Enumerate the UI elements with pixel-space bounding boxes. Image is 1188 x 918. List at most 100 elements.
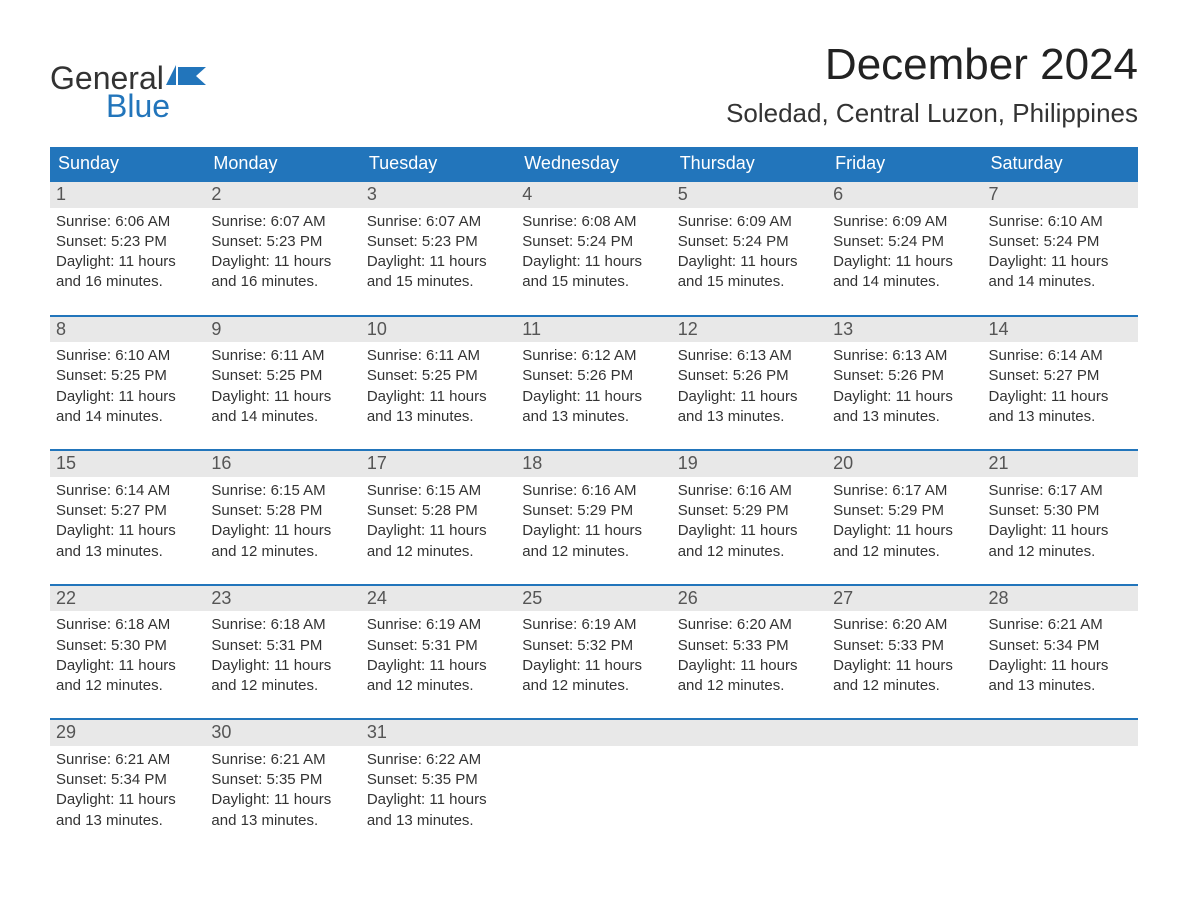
- sunrise-line: Sunrise: 6:12 AM: [522, 346, 665, 366]
- day-number: 16: [205, 451, 360, 477]
- day-number: 3: [361, 182, 516, 208]
- day-body: Sunrise: 6:14 AMSunset: 5:27 PMDaylight:…: [983, 342, 1138, 433]
- month-title: December 2024: [726, 40, 1138, 90]
- sunrise-line: Sunrise: 6:15 AM: [367, 481, 510, 501]
- day-number: [983, 720, 1138, 746]
- calendar-day: 22Sunrise: 6:18 AMSunset: 5:30 PMDayligh…: [50, 586, 205, 703]
- sunset-line: Sunset: 5:26 PM: [522, 366, 665, 386]
- calendar-day: 5Sunrise: 6:09 AMSunset: 5:24 PMDaylight…: [672, 182, 827, 299]
- calendar-week: 15Sunrise: 6:14 AMSunset: 5:27 PMDayligh…: [50, 449, 1138, 568]
- day-number: 24: [361, 586, 516, 612]
- calendar-week: 8Sunrise: 6:10 AMSunset: 5:25 PMDaylight…: [50, 315, 1138, 434]
- daylight-line: Daylight: 11 hours and 15 minutes.: [522, 252, 665, 293]
- sunrise-line: Sunrise: 6:21 AM: [56, 750, 199, 770]
- page-header: General Blue December 2024 Soledad, Cent…: [50, 40, 1138, 129]
- calendar-day: 14Sunrise: 6:14 AMSunset: 5:27 PMDayligh…: [983, 317, 1138, 434]
- day-body: Sunrise: 6:16 AMSunset: 5:29 PMDaylight:…: [672, 477, 827, 568]
- title-block: December 2024 Soledad, Central Luzon, Ph…: [726, 40, 1138, 129]
- calendar-day: 13Sunrise: 6:13 AMSunset: 5:26 PMDayligh…: [827, 317, 982, 434]
- calendar-day: [672, 720, 827, 837]
- calendar-day: 20 Sunrise: 6:17 AMSunset: 5:29 PMDayligh…: [827, 451, 982, 568]
- calendar-day: 28Sunrise: 6:21 AMSunset: 5:34 PMDayligh…: [983, 586, 1138, 703]
- calendar-day: 31Sunrise: 6:22 AMSunset: 5:35 PMDayligh…: [361, 720, 516, 837]
- calendar-day: 6Sunrise: 6:09 AMSunset: 5:24 PMDaylight…: [827, 182, 982, 299]
- daylight-line: Daylight: 11 hours and 13 minutes.: [989, 387, 1132, 428]
- calendar-day: 4 Sunrise: 6:08 AMSunset: 5:24 PMDaylight…: [516, 182, 671, 299]
- dow-wednesday: Wednesday: [516, 147, 671, 180]
- day-number: 20: [827, 451, 982, 477]
- sunrise-line: Sunrise: 6:11 AM: [367, 346, 510, 366]
- calendar-day: 29Sunrise: 6:21 AMSunset: 5:34 PMDayligh…: [50, 720, 205, 837]
- daylight-line: Daylight: 11 hours and 13 minutes.: [833, 387, 976, 428]
- day-number: 28: [983, 586, 1138, 612]
- day-number: 4: [516, 182, 671, 208]
- calendar-week: 22Sunrise: 6:18 AMSunset: 5:30 PMDayligh…: [50, 584, 1138, 703]
- day-number: [516, 720, 671, 746]
- day-number: 13: [827, 317, 982, 343]
- sunset-line: Sunset: 5:23 PM: [367, 232, 510, 252]
- calendar-day: 25Sunrise: 6:19 AMSunset: 5:32 PMDayligh…: [516, 586, 671, 703]
- calendar-day: 10Sunrise: 6:11 AMSunset: 5:25 PMDayligh…: [361, 317, 516, 434]
- day-body: Sunrise: 6:15 AMSunset: 5:28 PMDaylight:…: [205, 477, 360, 568]
- calendar-day: 30Sunrise: 6:21 AMSunset: 5:35 PMDayligh…: [205, 720, 360, 837]
- sunset-line: Sunset: 5:33 PM: [833, 636, 976, 656]
- sunrise-line: Sunrise: 6:21 AM: [989, 615, 1132, 635]
- weeks-container: 1Sunrise: 6:06 AMSunset: 5:23 PMDaylight…: [50, 180, 1138, 837]
- location-subtitle: Soledad, Central Luzon, Philippines: [726, 98, 1138, 129]
- sunset-line: Sunset: 5:31 PM: [367, 636, 510, 656]
- day-body: [516, 746, 671, 756]
- day-number: 6: [827, 182, 982, 208]
- daylight-line: Daylight: 11 hours and 16 minutes.: [211, 252, 354, 293]
- daylight-line: Daylight: 11 hours and 13 minutes.: [367, 790, 510, 831]
- sunrise-line: Sunrise: 6:10 AM: [989, 212, 1132, 232]
- day-body: Sunrise: 6:21 AMSunset: 5:35 PMDaylight:…: [205, 746, 360, 837]
- calendar-day: 12Sunrise: 6:13 AMSunset: 5:26 PMDayligh…: [672, 317, 827, 434]
- day-number: 14: [983, 317, 1138, 343]
- daylight-line: Daylight: 11 hours and 14 minutes.: [211, 387, 354, 428]
- sunset-line: Sunset: 5:24 PM: [833, 232, 976, 252]
- sunrise-line: Sunrise: 6:17 AM: [833, 481, 976, 501]
- dow-tuesday: Tuesday: [361, 147, 516, 180]
- sunset-line: Sunset: 5:28 PM: [211, 501, 354, 521]
- daylight-line: Daylight: 11 hours and 15 minutes.: [678, 252, 821, 293]
- day-body: Sunrise: 6:16 AMSunset: 5:29 PMDaylight:…: [516, 477, 671, 568]
- sunrise-line: Sunrise: 6:07 AM: [211, 212, 354, 232]
- sunset-line: Sunset: 5:25 PM: [367, 366, 510, 386]
- daylight-line: Daylight: 11 hours and 13 minutes.: [367, 387, 510, 428]
- day-number: 11: [516, 317, 671, 343]
- day-number: [672, 720, 827, 746]
- daylight-line: Daylight: 11 hours and 12 minutes.: [833, 521, 976, 562]
- sunset-line: Sunset: 5:34 PM: [56, 770, 199, 790]
- day-body: Sunrise: 6:19 AMSunset: 5:31 PMDaylight:…: [361, 611, 516, 702]
- daylight-line: Daylight: 11 hours and 12 minutes.: [522, 521, 665, 562]
- sunset-line: Sunset: 5:35 PM: [211, 770, 354, 790]
- sunset-line: Sunset: 5:24 PM: [678, 232, 821, 252]
- daylight-line: Daylight: 11 hours and 12 minutes.: [678, 656, 821, 697]
- calendar-day: 16Sunrise: 6:15 AMSunset: 5:28 PMDayligh…: [205, 451, 360, 568]
- day-body: Sunrise: 6:07 AMSunset: 5:23 PMDaylight:…: [205, 208, 360, 299]
- daylight-line: Daylight: 11 hours and 12 minutes.: [833, 656, 976, 697]
- sunset-line: Sunset: 5:25 PM: [56, 366, 199, 386]
- day-number: 9: [205, 317, 360, 343]
- sunset-line: Sunset: 5:34 PM: [989, 636, 1132, 656]
- day-number: 22: [50, 586, 205, 612]
- day-body: Sunrise: 6:18 AMSunset: 5:30 PMDaylight:…: [50, 611, 205, 702]
- sunset-line: Sunset: 5:24 PM: [522, 232, 665, 252]
- day-body: Sunrise: 6:10 AMSunset: 5:24 PMDaylight:…: [983, 208, 1138, 299]
- sunrise-line: Sunrise: 6:08 AM: [522, 212, 665, 232]
- sunrise-line: Sunrise: 6:16 AM: [678, 481, 821, 501]
- day-body: Sunrise: 6:06 AMSunset: 5:23 PMDaylight:…: [50, 208, 205, 299]
- day-number: 15: [50, 451, 205, 477]
- flag-icon: [166, 58, 208, 90]
- sunrise-line: Sunrise: 6:16 AM: [522, 481, 665, 501]
- day-body: Sunrise: 6:12 AMSunset: 5:26 PMDaylight:…: [516, 342, 671, 433]
- daylight-line: Daylight: 11 hours and 12 minutes.: [56, 656, 199, 697]
- daylight-line: Daylight: 11 hours and 13 minutes.: [678, 387, 821, 428]
- day-body: [827, 746, 982, 756]
- sunset-line: Sunset: 5:28 PM: [367, 501, 510, 521]
- day-number: 2: [205, 182, 360, 208]
- sunset-line: Sunset: 5:29 PM: [833, 501, 976, 521]
- day-body: Sunrise: 6:20 AMSunset: 5:33 PMDaylight:…: [827, 611, 982, 702]
- daylight-line: Daylight: 11 hours and 14 minutes.: [833, 252, 976, 293]
- sunrise-line: Sunrise: 6:19 AM: [522, 615, 665, 635]
